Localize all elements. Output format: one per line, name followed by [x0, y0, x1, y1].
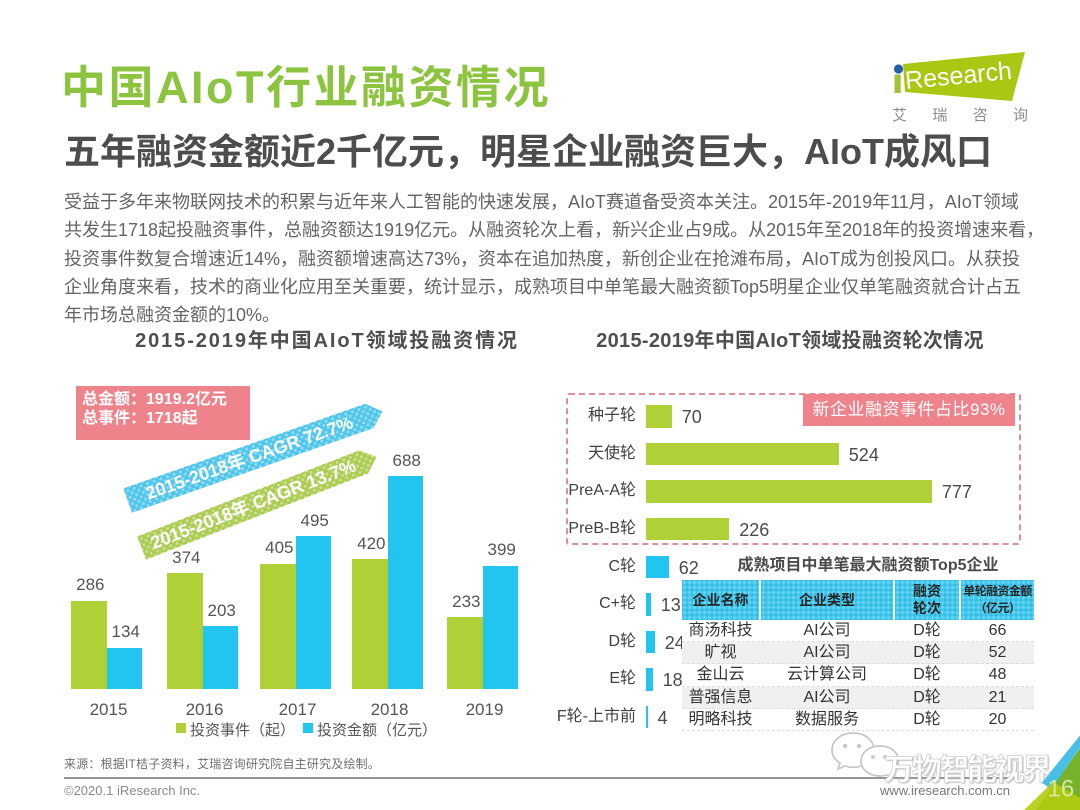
- svg-text:16: 16: [1048, 776, 1075, 803]
